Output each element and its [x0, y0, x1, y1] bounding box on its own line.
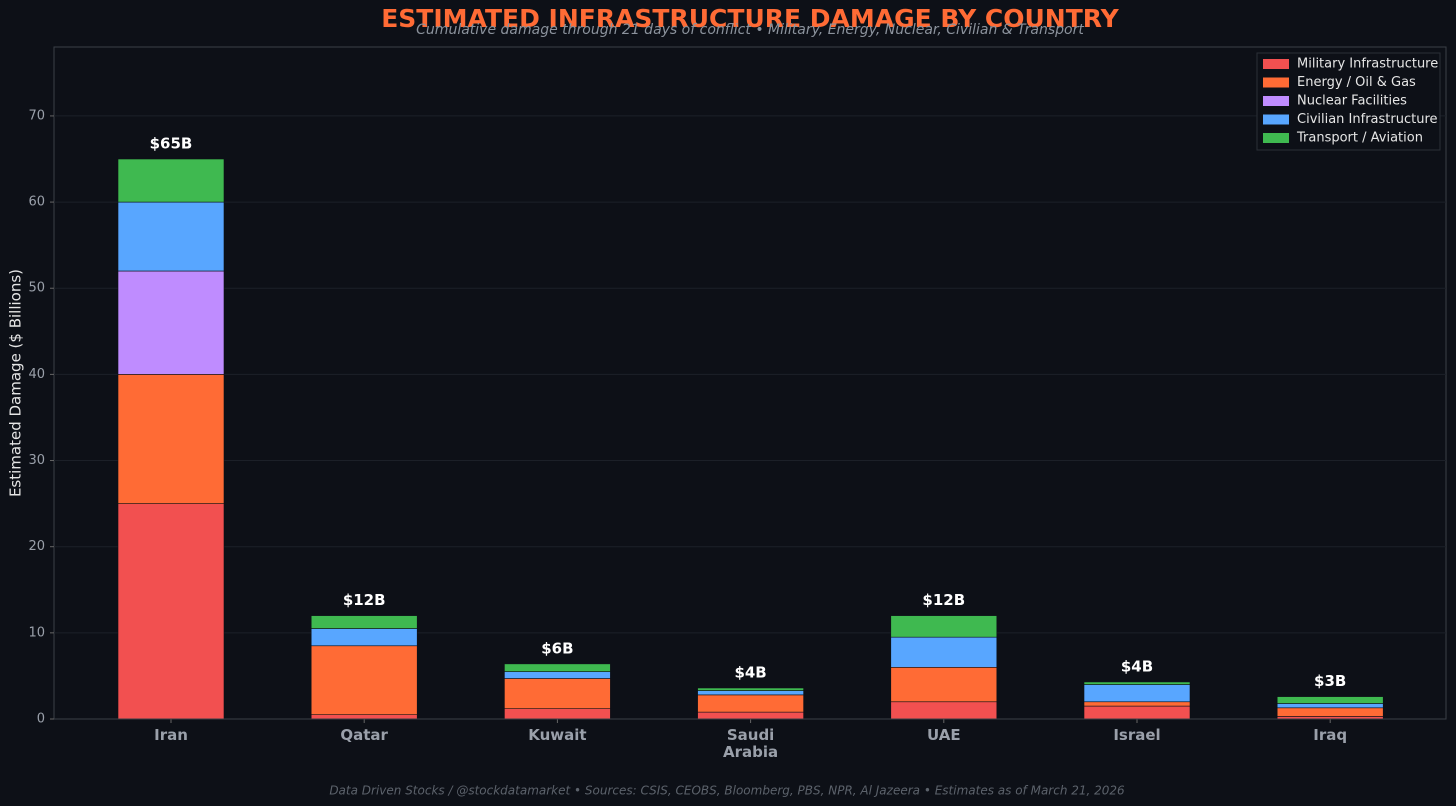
bar-segment: [697, 687, 804, 691]
plot-area: [53, 46, 1447, 720]
bar-segment: [697, 694, 804, 713]
bar-segment: [117, 503, 225, 720]
x-tick-label: UAE: [927, 726, 961, 744]
y-tick-label: 30: [28, 453, 45, 468]
x-tick-label: Iran: [154, 726, 188, 744]
bar-segment: [117, 201, 225, 272]
legend-swatch: [1263, 133, 1289, 143]
bar-segment: [697, 690, 804, 696]
bar-segment: [504, 678, 611, 709]
legend-label: Military Infrastructure: [1297, 57, 1438, 72]
bar-segment: [890, 615, 998, 638]
total-label: $6B: [541, 639, 573, 657]
bar-segment: [117, 158, 225, 203]
bar-segment: [310, 628, 418, 647]
bar-segment: [697, 711, 804, 720]
bar-segment: [1276, 703, 1384, 709]
y-tick-label: 60: [28, 195, 45, 210]
x-tick-label: Israel: [1113, 726, 1161, 744]
legend-label: Transport / Aviation: [1296, 131, 1423, 146]
footer: Data Driven Stocks / @stockdatamarket • …: [329, 784, 1125, 798]
bar-segment: [1083, 701, 1191, 707]
y-tick-label: 10: [28, 625, 45, 640]
bar-segment: [1083, 681, 1191, 685]
legend-swatch: [1263, 77, 1289, 88]
legend-swatch: [1263, 96, 1289, 106]
y-tick-label: 50: [28, 281, 45, 296]
total-label: $4B: [1121, 657, 1153, 675]
bar-segment: [504, 708, 611, 720]
x-tick-label: Saudi Arabia: [723, 726, 779, 761]
x-tick-label: Qatar: [340, 726, 388, 744]
total-label: $65B: [150, 135, 193, 153]
legend: Military Infrastructure Energy / Oil & Ga…: [1256, 52, 1441, 151]
bar-segment: [504, 663, 611, 672]
y-tick-label: 20: [28, 539, 45, 554]
legend-label: Civilian Infrastructure: [1297, 112, 1438, 127]
bar-segment: [1083, 705, 1191, 720]
legend-label: Energy / Oil & Gas: [1297, 75, 1416, 90]
bar-segment: [1276, 696, 1384, 704]
y-tick-label: 40: [28, 367, 45, 382]
bar-segment: [117, 374, 225, 504]
bar-segment: [890, 667, 998, 703]
total-label: $3B: [1314, 672, 1346, 690]
chart-subtitle: Cumulative damage through 21 days of con…: [416, 22, 1084, 38]
legend-label: Nuclear Facilities: [1297, 94, 1407, 109]
x-tick-label: Iraq: [1313, 726, 1348, 744]
y-tick-label: 0: [37, 712, 45, 727]
bar-segment: [890, 701, 998, 720]
y-axis-label: Estimated Damage ($ Billions): [7, 269, 25, 497]
bar-segment: [310, 645, 418, 715]
total-label: $12B: [922, 591, 965, 609]
bar-segment: [890, 636, 998, 668]
x-tick-label: Kuwait: [528, 726, 587, 744]
bar-segment: [310, 615, 418, 629]
total-label: $4B: [734, 663, 766, 681]
bar-segment: [117, 270, 225, 375]
y-tick-label: 70: [28, 108, 45, 123]
legend-swatch: [1263, 114, 1289, 125]
bar-segment: [504, 671, 611, 679]
chart-title: ESTIMATED INFRASTRUCTURE DAMAGE BY COUNT…: [381, 4, 1119, 33]
total-label: $12B: [343, 591, 386, 609]
bar-segment: [1083, 684, 1191, 703]
bar-segment: [1276, 707, 1384, 717]
legend-swatch: [1263, 59, 1289, 69]
bar-segment: [310, 714, 418, 720]
